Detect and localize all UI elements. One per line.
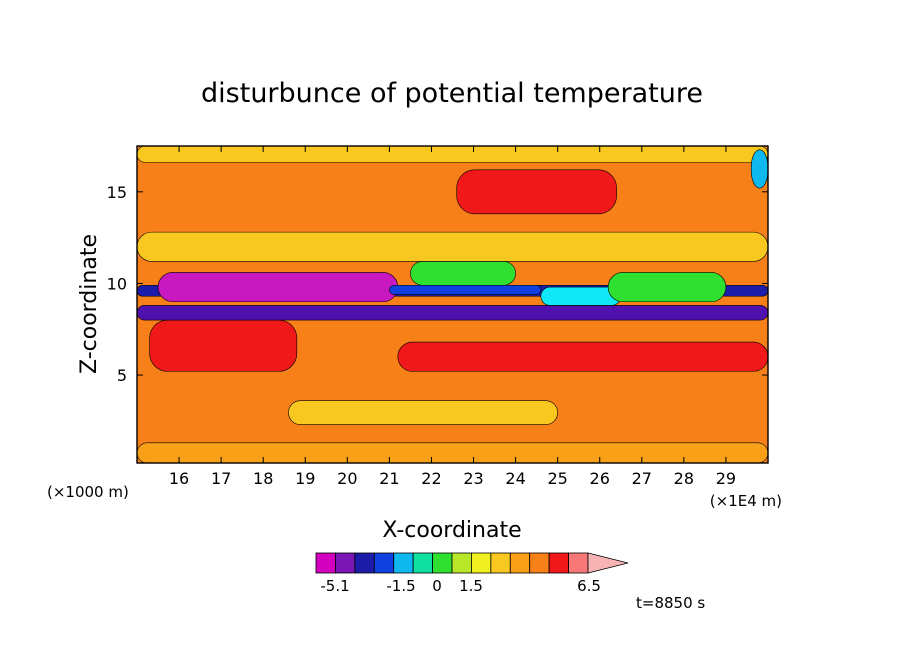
colorbar-cell: [373, 552, 395, 574]
contour-region: [410, 261, 516, 286]
colorbar: -5.1 -1.5 0 1.5 6.5: [315, 552, 629, 595]
plot-area: [136, 145, 769, 464]
colorbar-tick-label: -5.1: [320, 577, 349, 595]
colorbar-cell: [471, 552, 492, 574]
x-tick-label: 25: [547, 469, 567, 488]
y-unit-label: (×1000 m): [47, 483, 129, 501]
x-tick-label: 17: [211, 469, 231, 488]
x-tick-label: 16: [169, 469, 189, 488]
x-axis: 16 17 18 19 20 21 22 23 24 25 26 27 28 29: [169, 146, 736, 488]
y-tick-label: 15: [107, 183, 127, 202]
x-unit-label: (×1E4 m): [710, 492, 782, 510]
x-tick-label: 22: [421, 469, 441, 488]
x-tick-label: 27: [632, 469, 652, 488]
colorbar-cell: [509, 552, 531, 574]
colorbar-tick-label: -1.5: [386, 577, 415, 595]
colorbar-cell: [315, 552, 336, 574]
contour-region: [456, 169, 617, 215]
colorbar-cell: [432, 552, 453, 574]
x-tick-label: 24: [505, 469, 525, 488]
contour-region: [389, 284, 542, 295]
contour-region: [137, 231, 768, 262]
chart-title: disturbunce of potential temperature: [201, 78, 703, 109]
colorbar-tick-label: 1.5: [459, 577, 483, 595]
colorbar-cell: [451, 552, 472, 574]
colorbar-cell: [354, 552, 375, 574]
contour-region: [288, 400, 558, 425]
x-tick-label: 21: [379, 469, 399, 488]
contour-region: [397, 341, 768, 372]
contour-region: [137, 146, 768, 163]
plot-frame: [136, 145, 769, 464]
x-tick-label: 29: [716, 469, 736, 488]
colorbar-cell: [529, 552, 550, 574]
x-tick-label: 20: [337, 469, 357, 488]
colorbar-cell: [568, 552, 589, 574]
colorbar-cell: [490, 552, 511, 574]
contour-bands: [137, 146, 768, 463]
y-tick-label: 10: [107, 274, 127, 293]
contour-region: [157, 272, 399, 303]
contour-region: [750, 149, 768, 189]
y-axis-label: Z-coordinate: [77, 234, 102, 374]
contour-region: [607, 272, 727, 303]
x-tick-label: 18: [253, 469, 273, 488]
colorbar-cell: [335, 552, 356, 574]
colorbar-cell: [412, 552, 433, 574]
y-axis: 5 10 15: [107, 183, 768, 385]
contour-region: [137, 442, 768, 463]
colorbar-cell: [393, 552, 414, 574]
x-tick-label: 19: [295, 469, 315, 488]
colorbar-arrow: [587, 552, 629, 574]
contour-region: [137, 305, 768, 321]
x-tick-label: 23: [463, 469, 483, 488]
x-tick-label: 26: [590, 469, 610, 488]
contour-region: [149, 319, 298, 372]
colorbar-tick-label: 6.5: [577, 577, 601, 595]
colorbar-cell: [548, 552, 569, 574]
y-tick-label: 5: [117, 366, 127, 385]
x-axis-label: X-coordinate: [382, 518, 521, 543]
time-label: t=8850 s: [636, 594, 705, 612]
colorbar-tick-label: 0: [432, 577, 442, 595]
x-tick-label: 28: [674, 469, 694, 488]
